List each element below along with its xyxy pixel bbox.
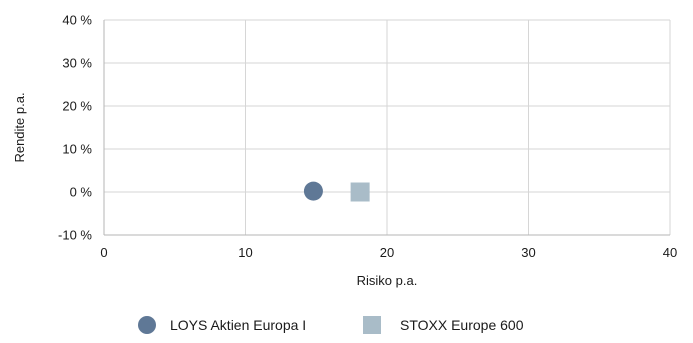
y-tick-label: -10 % bbox=[58, 228, 92, 243]
legend: LOYS Aktien Europa I STOXX Europe 600 bbox=[138, 316, 524, 334]
x-tick-label: 30 bbox=[521, 245, 535, 260]
x-tick-label: 10 bbox=[238, 245, 252, 260]
axes bbox=[103, 20, 670, 236]
x-tick-label: 20 bbox=[380, 245, 394, 260]
y-tick-label: 30 % bbox=[62, 56, 92, 71]
y-tick-label: 20 % bbox=[62, 99, 92, 114]
y-tick-label: 0 % bbox=[70, 185, 93, 200]
legend-label: STOXX Europe 600 bbox=[400, 317, 524, 333]
legend-label: LOYS Aktien Europa I bbox=[170, 317, 306, 333]
grid-lines bbox=[104, 19, 671, 235]
data-point-stoxx-europe-600 bbox=[350, 182, 370, 202]
tick-labels: -10 % 0 % 10 % 20 % 30 % 40 % 0 10 20 30 40 bbox=[58, 13, 677, 261]
x-tick-label: 40 bbox=[663, 245, 677, 260]
y-tick-label: 40 % bbox=[62, 13, 92, 28]
x-axis-title: Risiko p.a. bbox=[357, 273, 418, 288]
y-axis-title: Rendite p.a. bbox=[12, 92, 27, 162]
y-tick-label: 10 % bbox=[62, 142, 92, 157]
legend-marker-circle bbox=[138, 316, 156, 334]
legend-marker-square bbox=[363, 316, 381, 334]
x-tick-label: 0 bbox=[100, 245, 107, 260]
data-point-loys-aktien-europa-i bbox=[303, 181, 323, 201]
data-points bbox=[303, 181, 370, 202]
